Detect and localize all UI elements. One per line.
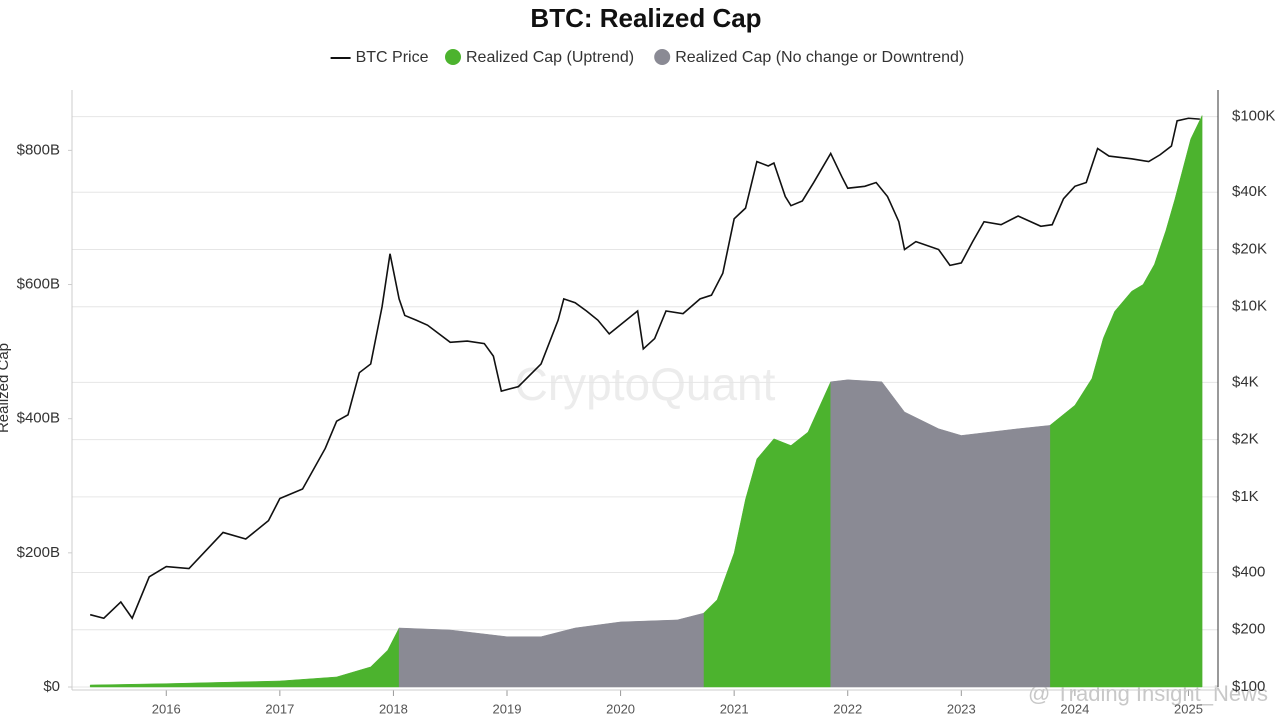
plot [89,115,1203,688]
area [398,379,1051,688]
y2-tick-label: $1K [1232,488,1259,505]
y2-tick-label: $100K [1232,108,1275,125]
legend-label: BTC Price [356,49,429,66]
x-tick-label: 2024 [1060,701,1089,716]
y2-tick-label: $400 [1232,563,1265,580]
x-tick-label: 2025 [1174,701,1203,716]
x-tick-label: 2016 [152,701,181,716]
y2-tick-label: $2K [1232,431,1259,448]
legend-swatch [654,49,671,65]
x-tick-label: 2022 [833,701,862,716]
x-tick-label: 2019 [493,701,522,716]
y-tick-label: $0 [43,678,60,695]
y-axis-label: Realized Cap [0,343,12,433]
y2-tick-label: $20K [1232,240,1267,257]
x-tick-label: 2021 [720,701,749,716]
x-tick-label: 2017 [265,701,294,716]
y2-tick-label: $40K [1232,183,1267,200]
y2-tick-label: $4K [1232,373,1259,390]
legend-label: Realized Cap (No change or Downtrend) [675,49,964,66]
chart-title: BTC: Realized Cap [530,3,761,33]
y-tick-label: $200B [17,544,60,561]
x-tick-label: 2023 [947,701,976,716]
legend-item: Realized Cap (No change or Downtrend) [654,49,964,66]
y2-tick-label: $200 [1232,621,1265,638]
legend-item: BTC Price [330,49,429,66]
y-tick-label: $600B [17,275,60,292]
y-tick-label: $400B [17,410,60,427]
y2-tick-label: $10K [1232,298,1267,315]
y-tick-label: $800B [17,141,60,158]
legend-swatch [445,49,461,65]
x-tick-label: 2018 [379,701,408,716]
y2-tick-label: $100 [1232,678,1265,695]
x-tick-label: 2020 [606,701,635,716]
legend-label: Realized Cap (Uptrend) [466,49,634,66]
watermark: CryptoQuant [515,358,776,410]
legend-item: Realized Cap (Uptrend) [445,49,634,66]
line [89,117,1200,620]
